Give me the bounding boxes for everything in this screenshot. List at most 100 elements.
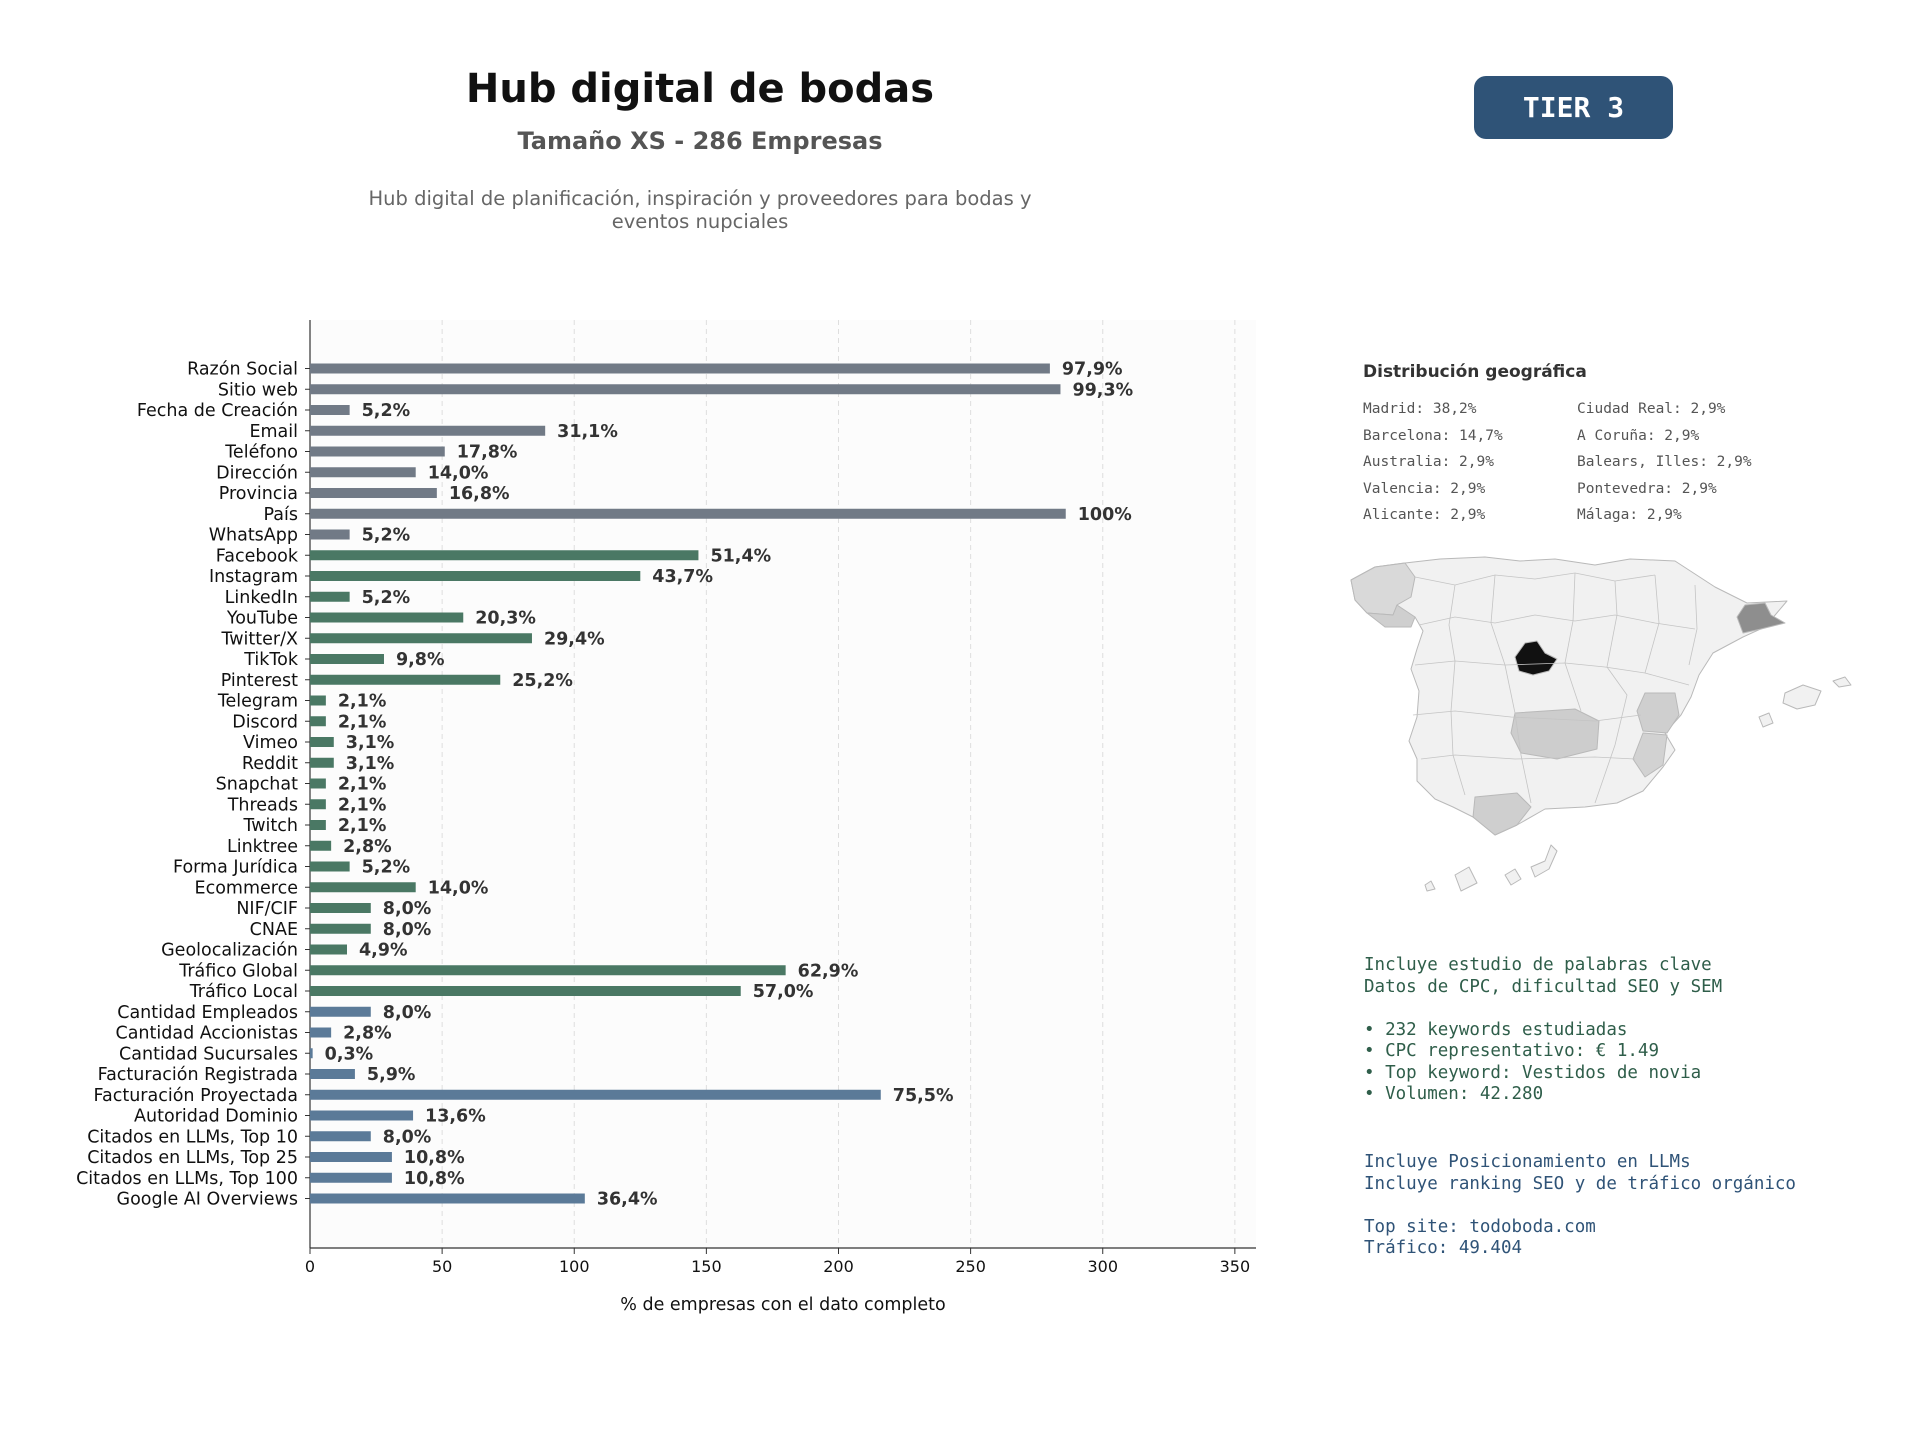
bar-value-label: 3,1% xyxy=(346,754,395,774)
bar-value-label: 16,8% xyxy=(449,484,510,504)
bar-value-label: 14,0% xyxy=(428,878,489,898)
y-tick-label: Citados en LLMs, Top 25 xyxy=(87,1148,298,1168)
bar-value-label: 75,5% xyxy=(893,1086,954,1106)
y-tick-label: Razón Social xyxy=(187,360,298,380)
y-tick-label: Twitter/X xyxy=(220,629,298,649)
bar-value-label: 14,0% xyxy=(428,463,489,483)
bar-value-label: 3,1% xyxy=(346,733,395,753)
x-tick-label: 0 xyxy=(305,1257,315,1276)
bar xyxy=(310,1048,313,1059)
bar-value-label: 2,1% xyxy=(338,692,387,712)
bar xyxy=(310,488,437,498)
y-tick-label: Threads xyxy=(227,795,298,815)
bar xyxy=(310,965,786,976)
bar xyxy=(310,778,326,789)
map-region-canarias-west xyxy=(1454,866,1478,892)
x-axis-label: % de empresas con el dato completo xyxy=(620,1295,945,1315)
bar-value-label: 13,6% xyxy=(425,1107,486,1127)
bar-value-label: 31,1% xyxy=(557,422,618,442)
bar xyxy=(310,405,350,415)
geo-item: Ciudad Real: 2,9% xyxy=(1577,401,1726,417)
bar-value-label: 5,2% xyxy=(362,401,411,421)
map-region-menorca xyxy=(1832,676,1852,688)
bar xyxy=(310,1172,392,1183)
bar xyxy=(310,1006,371,1017)
y-tick-label: Tráfico Global xyxy=(178,961,298,981)
bar-value-label: 8,0% xyxy=(383,920,432,940)
bar-value-label: 5,2% xyxy=(362,588,411,608)
y-tick-label: País xyxy=(264,505,298,525)
bar xyxy=(310,508,1066,519)
bar xyxy=(310,591,350,602)
y-tick-label: CNAE xyxy=(250,920,298,940)
bar-value-label: 2,1% xyxy=(338,775,387,795)
bar xyxy=(310,840,332,851)
llm-info-text: Incluye Posicionamiento en LLMs Incluye … xyxy=(1364,1152,1796,1258)
y-tick-label: TikTok xyxy=(243,650,299,670)
map-region-barcelona xyxy=(1736,602,1786,634)
y-tick-label: YouTube xyxy=(226,609,298,629)
bar xyxy=(310,1193,585,1204)
completeness-bar-chart: 0 50 100 150 200 250 300 350 % de empresas con e… xyxy=(76,320,1256,1315)
bar-value-label: 5,9% xyxy=(367,1065,416,1085)
bar-value-label: 43,7% xyxy=(652,567,713,587)
page-subtitle: Tamaño XS - 286 Empresas xyxy=(517,127,883,155)
y-tick-label: NIF/CIF xyxy=(236,899,298,919)
x-tick-label: 250 xyxy=(955,1257,986,1276)
bar xyxy=(310,1152,392,1162)
geo-item: Madrid: 38,2% xyxy=(1363,401,1477,417)
map-region-ibiza xyxy=(1758,712,1774,728)
bar xyxy=(310,446,445,457)
y-tick-label: Pinterest xyxy=(221,671,298,691)
bar-value-label: 97,9% xyxy=(1062,360,1123,380)
y-tick-label: Sitio web xyxy=(218,380,298,400)
bar xyxy=(310,799,326,810)
bar xyxy=(310,674,501,685)
y-tick-label: WhatsApp xyxy=(209,526,298,546)
map-region-pontevedra xyxy=(1366,604,1416,628)
geo-item: Pontevedra: 2,9% xyxy=(1577,480,1717,497)
bar xyxy=(310,1089,881,1100)
y-tick-label: Citados en LLMs, Top 10 xyxy=(87,1127,298,1147)
bar xyxy=(310,1131,371,1142)
y-tick-label: Google AI Overviews xyxy=(117,1190,298,1210)
bar-value-label: 4,9% xyxy=(359,941,408,961)
bar xyxy=(310,861,350,872)
bar-value-label: 36,4% xyxy=(597,1190,658,1210)
y-tick-label: Vimeo xyxy=(243,733,298,753)
geo-item: Valencia: 2,9% xyxy=(1363,480,1486,497)
y-tick-label: Email xyxy=(249,422,298,442)
bar-value-label: 100% xyxy=(1078,505,1132,525)
bar xyxy=(310,820,326,830)
bar xyxy=(310,425,546,436)
x-tick-label: 300 xyxy=(1087,1257,1118,1276)
seo-info-text: Incluye estudio de palabras clave Datos … xyxy=(1364,955,1723,1104)
bar xyxy=(310,612,464,623)
bar-value-label: 51,4% xyxy=(710,546,771,566)
tier-badge: TIER 3 xyxy=(1474,76,1673,139)
bar-value-label: 29,4% xyxy=(544,629,605,649)
geo-item: Barcelona: 14,7% xyxy=(1363,427,1503,444)
bar-value-label: 99,3% xyxy=(1072,380,1133,400)
y-tick-label: LinkedIn xyxy=(225,588,298,608)
bar-value-label: 5,2% xyxy=(362,858,411,878)
y-tick-label: Tráfico Local xyxy=(189,982,298,1002)
y-tick-label: Teléfono xyxy=(224,443,298,463)
geo-distribution-list: Madrid: 38,2% Ciudad Real: 2,9% Barcelon… xyxy=(1363,399,1783,532)
bar-value-label: 2,1% xyxy=(338,816,387,836)
y-tick-label: Autoridad Dominio xyxy=(134,1107,298,1127)
bar-value-label: 2,8% xyxy=(343,837,392,857)
bar xyxy=(310,529,350,540)
bar-value-label: 2,1% xyxy=(338,712,387,732)
y-tick-label: Dirección xyxy=(216,463,298,483)
bar xyxy=(310,550,699,561)
bar xyxy=(310,903,371,913)
geo-item: A Coruña: 2,9% xyxy=(1577,427,1700,444)
y-tick-label: Reddit xyxy=(242,754,298,774)
map-region-mallorca xyxy=(1782,684,1822,710)
bar-value-label: 25,2% xyxy=(512,671,573,691)
y-tick-label: Provincia xyxy=(219,484,298,504)
bar-value-label: 10,8% xyxy=(404,1169,465,1189)
bar-value-label: 2,8% xyxy=(343,1024,392,1044)
y-tick-label: Facturación Registrada xyxy=(98,1065,298,1085)
